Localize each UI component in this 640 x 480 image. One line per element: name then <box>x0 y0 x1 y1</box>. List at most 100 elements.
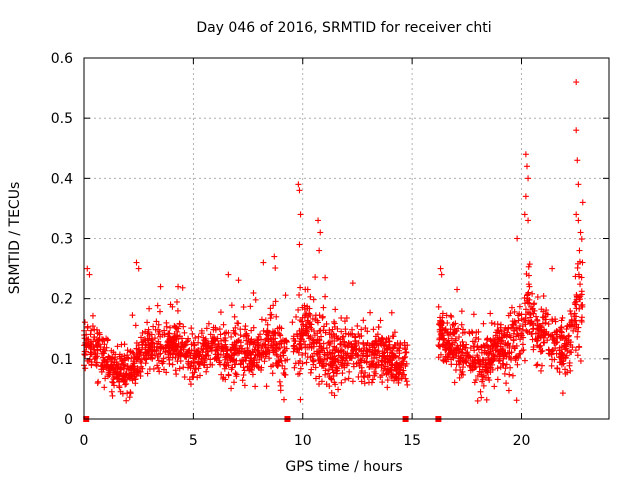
data-point <box>495 358 502 365</box>
data-point <box>295 306 302 313</box>
data-point <box>526 283 533 290</box>
data-point <box>303 359 310 366</box>
data-point <box>380 338 387 345</box>
data-point <box>390 333 397 340</box>
data-point <box>494 376 501 383</box>
data-point <box>250 289 257 296</box>
data-point <box>561 340 568 347</box>
x-tick-label: 10 <box>294 433 312 449</box>
data-point <box>361 380 368 387</box>
data-point <box>316 373 323 380</box>
data-point <box>228 302 235 309</box>
data-point <box>329 366 336 373</box>
data-point <box>149 339 156 346</box>
data-point <box>575 271 582 278</box>
data-point <box>131 360 138 367</box>
data-point <box>435 354 442 361</box>
data-point <box>133 259 140 266</box>
x-tick-label: 15 <box>403 433 421 449</box>
data-point <box>472 376 479 383</box>
data-point <box>507 310 514 317</box>
data-point <box>521 294 528 301</box>
data-point <box>240 372 247 379</box>
data-point <box>155 338 162 345</box>
data-point <box>526 261 533 268</box>
data-point <box>475 357 482 364</box>
data-point <box>404 381 411 388</box>
data-point <box>523 163 530 170</box>
data-point <box>244 364 251 371</box>
data-point <box>507 364 514 371</box>
data-point <box>519 341 526 348</box>
data-point <box>524 291 531 298</box>
data-point <box>341 339 348 346</box>
data-point <box>290 348 297 355</box>
data-point <box>88 351 95 358</box>
data-point <box>322 329 329 336</box>
data-point <box>316 247 323 254</box>
data-point <box>212 324 219 331</box>
data-point <box>549 265 556 272</box>
data-point <box>174 332 181 339</box>
data-point <box>243 330 250 337</box>
data-point <box>375 324 382 331</box>
data-point <box>537 334 544 341</box>
data-point <box>281 371 288 378</box>
data-point <box>173 298 180 305</box>
data-point <box>537 367 544 374</box>
data-point <box>579 259 586 266</box>
data-point <box>322 293 329 300</box>
data-point <box>456 361 463 368</box>
data-point <box>466 328 473 335</box>
data-point <box>217 331 224 338</box>
data-point <box>538 362 545 369</box>
data-point <box>273 313 280 320</box>
data-point <box>161 331 168 338</box>
x-tick-label: 20 <box>513 433 531 449</box>
data-point <box>156 368 163 375</box>
data-point <box>437 265 444 272</box>
data-point <box>247 355 254 362</box>
data-point <box>291 364 298 371</box>
data-point <box>497 324 504 331</box>
data-point <box>338 314 345 321</box>
data-point <box>540 293 547 300</box>
data-point <box>216 326 223 333</box>
data-point <box>446 340 453 347</box>
data-point <box>237 332 244 339</box>
data-point <box>123 397 130 404</box>
y-tick-label: 0.6 <box>51 51 73 67</box>
data-point <box>505 325 512 332</box>
data-point <box>574 157 581 164</box>
data-point <box>488 338 495 345</box>
data-point <box>345 375 352 382</box>
data-point <box>166 360 173 367</box>
data-point <box>578 236 585 243</box>
data-point <box>239 377 246 384</box>
data-point <box>92 350 99 357</box>
data-point <box>513 333 520 340</box>
data-point <box>318 378 325 385</box>
data-point <box>529 321 536 328</box>
data-point <box>243 337 250 344</box>
data-point <box>395 379 402 386</box>
data-point <box>348 350 355 357</box>
data-point <box>440 357 447 364</box>
data-point <box>192 334 199 341</box>
data-point <box>387 366 394 373</box>
data-point <box>551 356 558 363</box>
data-point <box>89 323 96 330</box>
data-point <box>235 337 242 344</box>
data-point <box>379 379 386 386</box>
data-point <box>304 305 311 312</box>
data-point <box>456 334 463 341</box>
data-point <box>264 321 271 328</box>
data-point <box>173 371 180 378</box>
data-point <box>81 335 88 342</box>
data-point <box>233 371 240 378</box>
data-point <box>379 335 386 342</box>
data-point <box>123 363 130 370</box>
data-point <box>129 312 136 319</box>
data-point <box>575 343 582 350</box>
data-point <box>543 307 550 314</box>
